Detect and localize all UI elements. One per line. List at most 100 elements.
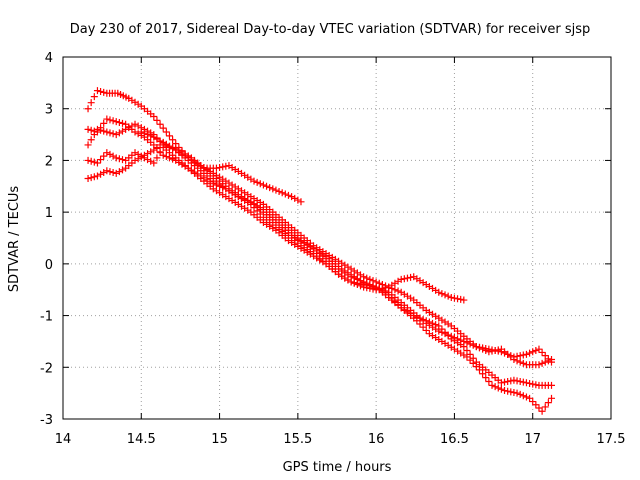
data-point bbox=[134, 155, 142, 163]
data-point bbox=[472, 343, 480, 351]
data-point bbox=[519, 392, 527, 400]
data-point bbox=[162, 128, 170, 136]
y-tick-labels: -3 -2 -1 0 1 2 3 4 bbox=[40, 51, 53, 428]
data-point bbox=[469, 341, 477, 349]
data-point bbox=[156, 120, 164, 128]
data-point bbox=[84, 105, 92, 113]
data-point bbox=[422, 326, 430, 334]
data-point bbox=[516, 358, 524, 366]
data-point bbox=[112, 118, 120, 126]
data-point bbox=[507, 388, 515, 396]
data-point bbox=[463, 346, 471, 354]
data-point bbox=[84, 125, 92, 133]
data-point bbox=[103, 167, 111, 175]
x-tick-label: 16 bbox=[368, 432, 385, 447]
data-point bbox=[297, 198, 305, 206]
data-point bbox=[90, 173, 98, 181]
data-point bbox=[172, 145, 180, 153]
data-point bbox=[438, 325, 446, 333]
data-point bbox=[128, 122, 136, 130]
data-point bbox=[259, 181, 267, 189]
data-point bbox=[526, 379, 534, 387]
data-point bbox=[548, 356, 556, 364]
data-point bbox=[516, 378, 524, 386]
data-point bbox=[482, 374, 490, 382]
data-point bbox=[156, 149, 164, 157]
data-point bbox=[150, 159, 158, 167]
y-tick-label: 0 bbox=[45, 258, 53, 273]
data-point bbox=[435, 322, 443, 330]
data-point bbox=[538, 359, 546, 367]
data-point bbox=[216, 164, 224, 172]
data-point bbox=[118, 119, 126, 127]
data-point bbox=[366, 282, 374, 290]
data-point bbox=[538, 407, 546, 415]
data-point bbox=[253, 178, 261, 186]
data-point bbox=[510, 376, 518, 384]
data-point bbox=[106, 116, 114, 124]
data-point bbox=[541, 358, 549, 366]
data-point bbox=[106, 129, 114, 137]
data-point bbox=[144, 156, 152, 164]
x-tick-label: 15.5 bbox=[283, 432, 312, 447]
data-point bbox=[407, 273, 415, 281]
data-point bbox=[100, 119, 108, 127]
data-point bbox=[131, 156, 139, 164]
data-point bbox=[90, 131, 98, 139]
data-point bbox=[419, 315, 427, 323]
data-point bbox=[118, 156, 126, 164]
data-point bbox=[93, 172, 101, 180]
data-point bbox=[466, 340, 474, 348]
data-point bbox=[97, 126, 105, 134]
data-point bbox=[450, 294, 458, 302]
data-point bbox=[413, 317, 421, 325]
data-point bbox=[535, 345, 543, 353]
y-tick-label: 1 bbox=[45, 206, 53, 221]
data-point bbox=[147, 132, 155, 140]
data-point bbox=[84, 156, 92, 164]
y-tick-label: 4 bbox=[45, 51, 53, 66]
data-point bbox=[479, 370, 487, 378]
data-point bbox=[522, 350, 530, 358]
data-point bbox=[281, 190, 289, 198]
data-point bbox=[109, 168, 117, 176]
data-point bbox=[403, 274, 411, 282]
data-point bbox=[519, 378, 527, 386]
data-point bbox=[93, 87, 101, 95]
data-point bbox=[519, 351, 527, 359]
data-point bbox=[122, 125, 130, 133]
data-point bbox=[513, 357, 521, 365]
data-point bbox=[294, 196, 302, 204]
data-point bbox=[479, 345, 487, 353]
data-point bbox=[416, 320, 424, 328]
data-point bbox=[535, 361, 543, 369]
data-point bbox=[532, 381, 540, 389]
data-point bbox=[115, 129, 123, 137]
data-point bbox=[118, 127, 126, 135]
data-point bbox=[90, 93, 98, 101]
x-tick-label: 17.5 bbox=[597, 432, 626, 447]
data-point bbox=[284, 191, 292, 199]
data-point bbox=[526, 394, 534, 402]
data-point bbox=[100, 152, 108, 160]
data-point bbox=[97, 156, 105, 164]
data-point bbox=[544, 399, 552, 407]
data-series bbox=[84, 87, 556, 415]
data-point bbox=[147, 148, 155, 156]
data-point bbox=[535, 404, 543, 412]
data-point bbox=[269, 185, 277, 193]
data-point bbox=[369, 283, 377, 291]
data-point bbox=[222, 162, 230, 170]
data-point bbox=[347, 278, 355, 286]
data-point bbox=[103, 128, 111, 136]
data-point bbox=[438, 290, 446, 298]
data-point bbox=[513, 389, 521, 397]
data-point bbox=[153, 116, 161, 124]
x-tick-label: 15 bbox=[211, 432, 228, 447]
x-tick-label: 16.5 bbox=[440, 432, 469, 447]
y-tick-label: 2 bbox=[45, 154, 53, 169]
data-point bbox=[447, 293, 455, 301]
data-point bbox=[501, 387, 509, 395]
data-point bbox=[165, 142, 173, 150]
data-point bbox=[504, 378, 512, 386]
